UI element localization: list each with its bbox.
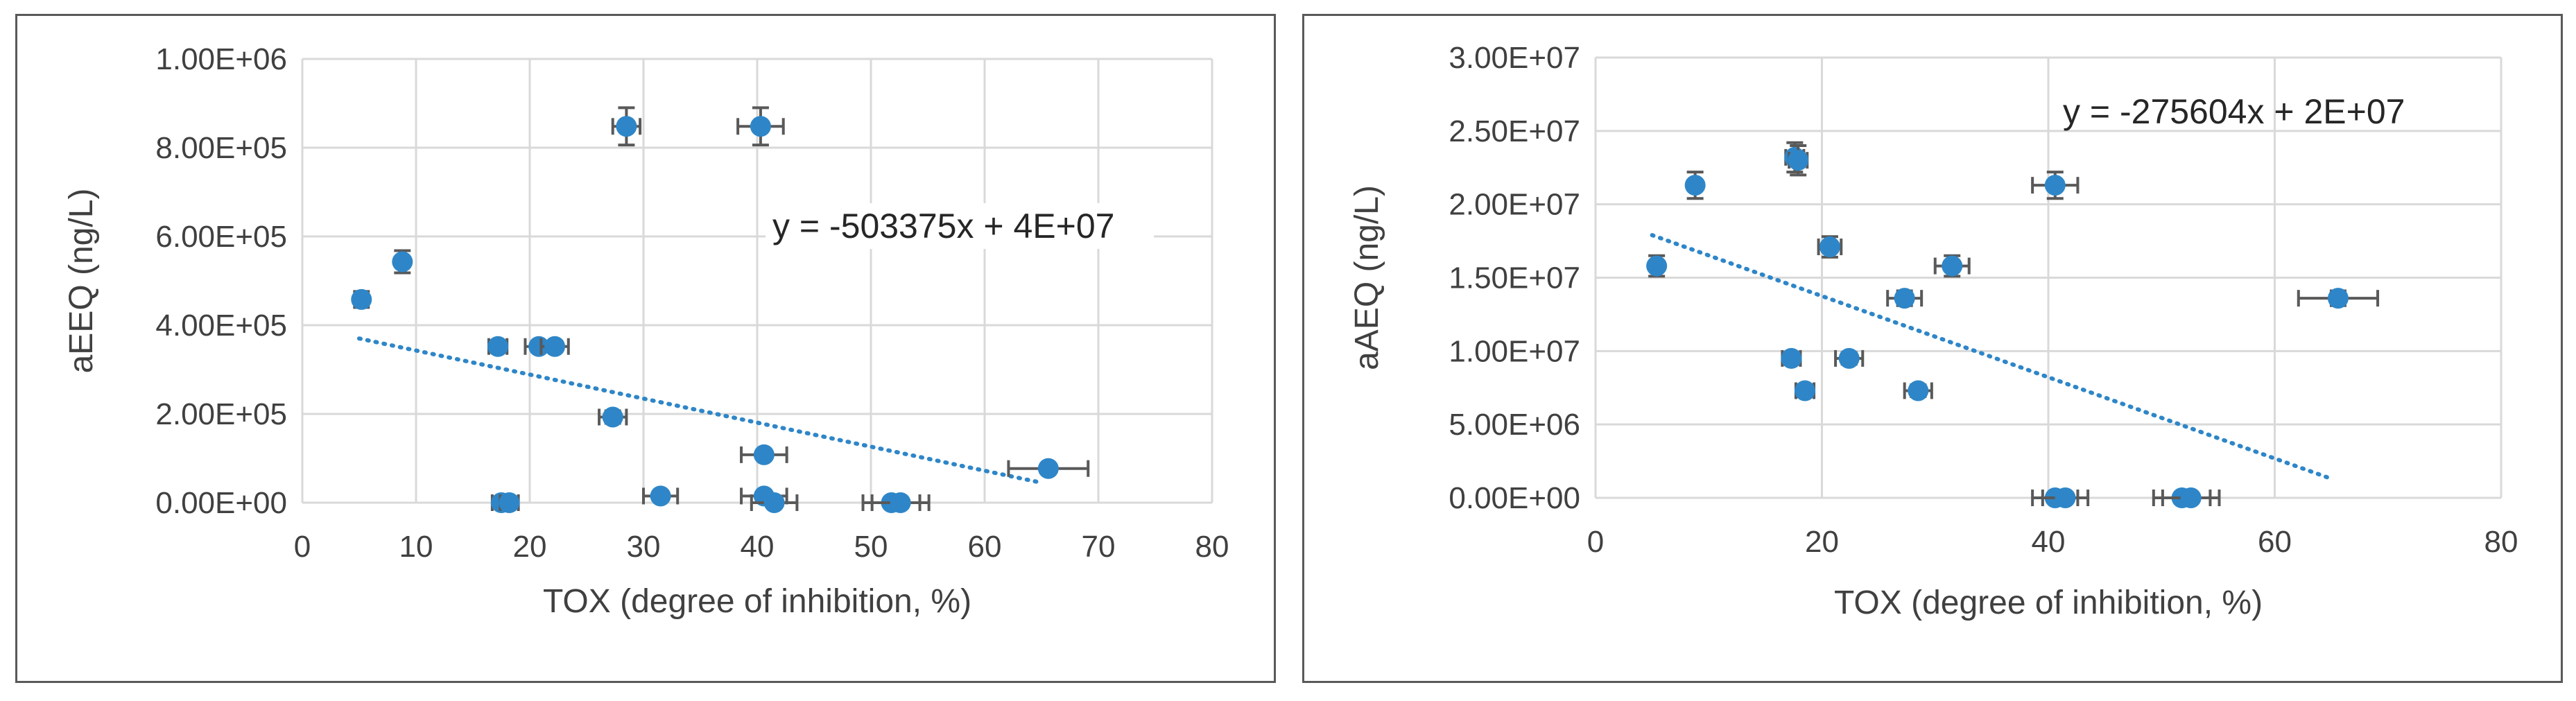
data-marker xyxy=(1908,380,1929,401)
data-marker xyxy=(2180,487,2202,508)
x-tick-label: 50 xyxy=(854,530,888,564)
data-marker xyxy=(2055,487,2076,508)
data-marker xyxy=(602,406,623,428)
data-point xyxy=(642,485,680,507)
x-tick-label: 60 xyxy=(968,530,1002,564)
x-tick-label: 60 xyxy=(2258,525,2292,559)
data-point xyxy=(1684,171,1706,200)
x-tick-label: 80 xyxy=(2484,525,2518,559)
y-tick-label: 3.00E+07 xyxy=(1449,41,1580,75)
data-point xyxy=(740,444,788,465)
data-marker xyxy=(1819,236,1840,258)
data-point xyxy=(870,492,931,513)
data-point xyxy=(736,106,785,147)
data-point xyxy=(1788,144,1809,177)
x-tick-label: 40 xyxy=(741,530,775,564)
data-point xyxy=(2297,288,2380,309)
y-tick-label: 0.00E+00 xyxy=(1449,481,1580,515)
y-axis-title: aAEQ (ng/L) xyxy=(1349,185,1385,370)
scatter-chart-aaeq: 0 20 40 60 80 0.00E+00 5.00E+06 1.00E+07 1.50E+0… xyxy=(1349,41,2518,621)
data-point xyxy=(2041,487,2090,508)
y-tick-label: 8.00E+05 xyxy=(155,131,287,165)
y-tick-label: 6.00E+05 xyxy=(155,220,287,254)
y-tick-label: 2.00E+07 xyxy=(1449,188,1580,222)
y-tick-label: 5.00E+06 xyxy=(1449,408,1580,442)
data-marker xyxy=(1788,150,1809,171)
data-point xyxy=(1007,458,1090,479)
data-marker xyxy=(1942,255,1963,277)
chart-panel-left: 0 10 20 30 40 50 60 70 80 0.00E+00 2.00E+05 4.00E+0… xyxy=(15,14,1276,683)
data-point xyxy=(2161,487,2221,508)
data-marker xyxy=(544,336,566,357)
data-marker xyxy=(1037,458,1059,479)
data-point xyxy=(2031,171,2080,200)
data-marker xyxy=(616,116,637,137)
y-tick-label: 2.00E+05 xyxy=(155,397,287,431)
data-marker xyxy=(1894,288,1915,309)
trendline xyxy=(1650,233,2334,481)
data-point xyxy=(524,336,554,357)
y-tick-label: 1.00E+06 xyxy=(155,42,287,76)
data-point xyxy=(611,106,642,147)
data-point xyxy=(487,336,509,357)
data-marker xyxy=(1646,255,1668,277)
trendline-equation: y = -275604x + 2E+07 xyxy=(2063,92,2405,131)
y-tick-label: 1.50E+07 xyxy=(1449,261,1580,295)
data-marker xyxy=(2327,288,2349,309)
data-marker xyxy=(1838,347,1860,369)
data-point xyxy=(1817,235,1843,259)
data-marker xyxy=(763,492,785,513)
data-point xyxy=(392,249,413,275)
data-point xyxy=(1933,254,1971,278)
scatter-chart-aeeq: 0 10 20 30 40 50 60 70 80 0.00E+00 2.00E+05 4.00E+0… xyxy=(63,42,1229,620)
data-marker xyxy=(750,116,771,137)
data-marker xyxy=(528,336,550,357)
data-marker xyxy=(1795,380,1816,401)
data-marker xyxy=(499,492,520,513)
data-point xyxy=(351,288,372,310)
data-point xyxy=(598,406,628,428)
data-point xyxy=(539,336,570,357)
y-tick-label: 0.00E+00 xyxy=(155,486,287,520)
trendline xyxy=(357,336,1044,485)
data-marker xyxy=(487,336,509,357)
data-marker xyxy=(753,444,775,465)
x-tick-label: 10 xyxy=(399,530,433,564)
data-point xyxy=(1646,254,1668,278)
trendline-equation: y = -503375x + 4E+07 xyxy=(772,207,1114,245)
x-tick-label: 80 xyxy=(1195,530,1229,564)
data-point xyxy=(1834,347,1865,369)
y-tick-label: 1.00E+07 xyxy=(1449,334,1580,368)
y-axis-title: aEEQ (ng/L) xyxy=(63,189,100,374)
x-tick-label: 30 xyxy=(627,530,661,564)
y-tick-label: 2.50E+07 xyxy=(1449,114,1580,148)
y-tick-label: 4.00E+05 xyxy=(155,309,287,343)
data-marker xyxy=(650,485,671,507)
data-point xyxy=(1903,380,1933,401)
chart-panel-right: 0 20 40 60 80 0.00E+00 5.00E+06 1.00E+07 1.50E+0… xyxy=(1302,14,2563,683)
data-marker xyxy=(351,288,372,310)
data-point xyxy=(1886,288,1924,309)
x-tick-label: 70 xyxy=(1082,530,1116,564)
data-point xyxy=(1781,347,1802,369)
data-point xyxy=(499,492,520,513)
data-marker xyxy=(392,251,413,272)
data-marker xyxy=(1781,347,1802,369)
data-marker xyxy=(1684,175,1706,196)
x-tick-label: 20 xyxy=(1805,525,1839,559)
data-marker xyxy=(2044,175,2066,196)
x-axis-title: TOX (degree of inhibition, %) xyxy=(1834,585,2263,621)
data-marker xyxy=(890,492,911,513)
x-tick-label: 0 xyxy=(1587,525,1604,559)
x-tick-label: 40 xyxy=(2032,525,2066,559)
equation-background xyxy=(766,203,1154,249)
data-point xyxy=(1794,380,1816,401)
x-tick-label: 20 xyxy=(513,530,547,564)
data-point xyxy=(750,492,799,513)
x-tick-label: 0 xyxy=(294,530,311,564)
x-axis-title: TOX (degree of inhibition, %) xyxy=(543,583,971,620)
